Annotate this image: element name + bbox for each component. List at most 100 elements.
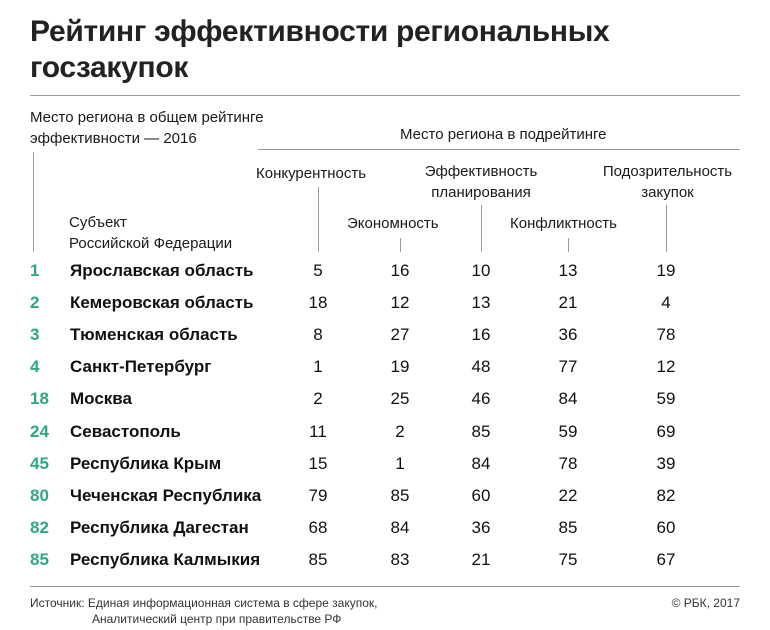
value-cell-suspicion: 12 <box>656 357 676 376</box>
source-note-line1: Источник: Единая информационная система … <box>30 596 378 610</box>
value-cell-economy: 1 <box>395 454 405 473</box>
value-cell-planning: 10 <box>471 261 491 280</box>
value-cell-planning: 36 <box>471 518 491 537</box>
column-header-economy: Экономность <box>347 215 439 232</box>
value-cell-suspicion: 82 <box>656 486 676 505</box>
value-cell-conflict: 21 <box>558 293 578 312</box>
value-cell-planning: 21 <box>471 550 491 569</box>
value-cell-competition: 8 <box>313 325 323 344</box>
region-name-cell: Санкт-Петербург <box>70 357 212 376</box>
value-cell-suspicion: 67 <box>656 550 676 569</box>
column-header-suspicion-line1: Подозрительность <box>602 163 733 180</box>
subrating-group-rule <box>258 149 740 150</box>
subject-header: Субъект Российской Федерации <box>69 212 289 254</box>
overall-rank-leader-line <box>33 152 34 252</box>
value-cell-economy: 85 <box>390 486 410 505</box>
value-cell-conflict: 75 <box>558 550 578 569</box>
chart-title: Рейтинг эффективности региональных госза… <box>30 14 750 86</box>
value-cell-competition: 85 <box>308 550 328 569</box>
value-cell-competition: 5 <box>313 261 323 280</box>
value-cell-conflict: 85 <box>558 518 578 537</box>
value-cell-economy: 19 <box>390 357 410 376</box>
value-cell-suspicion: 19 <box>656 261 676 280</box>
value-cell-suspicion: 39 <box>656 454 676 473</box>
region-name-cell: Москва <box>70 389 132 408</box>
value-cell-suspicion: 69 <box>656 422 676 441</box>
value-cell-economy: 84 <box>390 518 410 537</box>
region-name-cell: Республика Дагестан <box>70 518 249 537</box>
value-cell-conflict: 13 <box>558 261 578 280</box>
value-cell-competition: 11 <box>309 422 327 441</box>
column-header-suspicion-line2: закупок <box>641 184 694 201</box>
value-cell-economy: 83 <box>390 550 410 569</box>
value-cell-suspicion: 78 <box>656 325 676 344</box>
subrating-group-header: Место региона в подрейтинге <box>400 126 607 143</box>
overall-rank-cell: 45 <box>30 454 49 473</box>
value-cell-economy: 27 <box>390 325 410 344</box>
value-cell-planning: 48 <box>471 357 491 376</box>
value-cell-conflict: 84 <box>558 389 578 408</box>
value-cell-planning: 13 <box>471 293 491 312</box>
value-cell-conflict: 78 <box>558 454 578 473</box>
value-cell-competition: 1 <box>313 357 323 376</box>
overall-rank-cell: 82 <box>30 518 49 537</box>
copyright: © РБК, 2017 <box>671 596 740 610</box>
source-note-line2: Аналитический центр при правительстве РФ <box>92 612 342 626</box>
value-cell-conflict: 77 <box>558 357 578 376</box>
overall-rank-cell: 85 <box>30 550 49 569</box>
region-name-cell: Ярославская область <box>70 261 254 280</box>
subject-header-line1: Субъект <box>69 214 127 231</box>
value-cell-conflict: 36 <box>558 325 578 344</box>
value-cell-planning: 84 <box>471 454 491 473</box>
value-cell-competition: 2 <box>313 389 323 408</box>
value-cell-economy: 2 <box>395 422 405 441</box>
value-cell-suspicion: 60 <box>656 518 676 537</box>
region-name-cell: Севастополь <box>70 422 181 441</box>
value-cell-conflict: 22 <box>558 486 578 505</box>
overall-rank-cell: 2 <box>30 293 40 312</box>
column-header-suspicion: Подозрительность закупок <box>590 161 745 203</box>
region-name-cell: Тюменская область <box>70 325 238 344</box>
value-cell-economy: 16 <box>390 261 410 280</box>
value-cell-conflict: 59 <box>558 422 578 441</box>
overall-rank-cell: 3 <box>30 325 40 344</box>
column-header-conflict: Конфликтность <box>510 215 617 232</box>
value-cell-suspicion: 59 <box>656 389 676 408</box>
column-leader-competition <box>318 187 319 252</box>
column-header-competition: Конкурентность <box>256 165 367 182</box>
overall-rank-header-line2: эффективности — 2016 <box>30 130 197 147</box>
chart-title-line1: Рейтинг эффективности региональных <box>30 15 610 48</box>
value-cell-competition: 18 <box>308 293 328 312</box>
value-cell-economy: 25 <box>390 389 410 408</box>
value-cell-competition: 15 <box>308 454 328 473</box>
overall-rank-cell: 80 <box>30 486 49 505</box>
region-name-cell: Республика Крым <box>70 454 222 473</box>
column-leader-economy <box>400 238 401 252</box>
value-cell-economy: 12 <box>390 293 410 312</box>
source-note: Источник: Единая информационная система … <box>30 595 450 627</box>
column-header-planning-line1: Эффективность <box>424 163 538 180</box>
value-cell-competition: 68 <box>308 518 328 537</box>
overall-rank-cell: 18 <box>30 389 49 408</box>
value-cell-planning: 16 <box>471 325 491 344</box>
region-name-cell: Чеченская Республика <box>70 486 262 505</box>
value-cell-planning: 46 <box>471 389 491 408</box>
region-name-cell: Республика Калмыкия <box>70 550 261 569</box>
overall-rank-header: Место региона в общем рейтинге эффективн… <box>30 107 330 149</box>
overall-rank-cell: 1 <box>30 261 40 280</box>
chart-title-line2: госзакупок <box>30 51 189 84</box>
column-leader-planning <box>481 205 482 252</box>
column-leader-conflict <box>568 238 569 252</box>
top-rule <box>30 95 740 96</box>
value-cell-planning: 85 <box>471 422 491 441</box>
overall-rank-cell: 4 <box>30 357 40 376</box>
overall-rank-cell: 24 <box>30 422 49 441</box>
value-cell-competition: 79 <box>308 486 328 505</box>
bottom-rule <box>30 586 740 587</box>
column-header-planning-line2: планирования <box>431 184 531 201</box>
column-header-planning: Эффективность планирования <box>411 161 551 203</box>
value-cell-suspicion: 4 <box>661 293 671 312</box>
overall-rank-header-line1: Место региона в общем рейтинге <box>30 109 264 126</box>
value-cell-planning: 60 <box>471 486 491 505</box>
subject-header-line2: Российской Федерации <box>69 235 233 252</box>
